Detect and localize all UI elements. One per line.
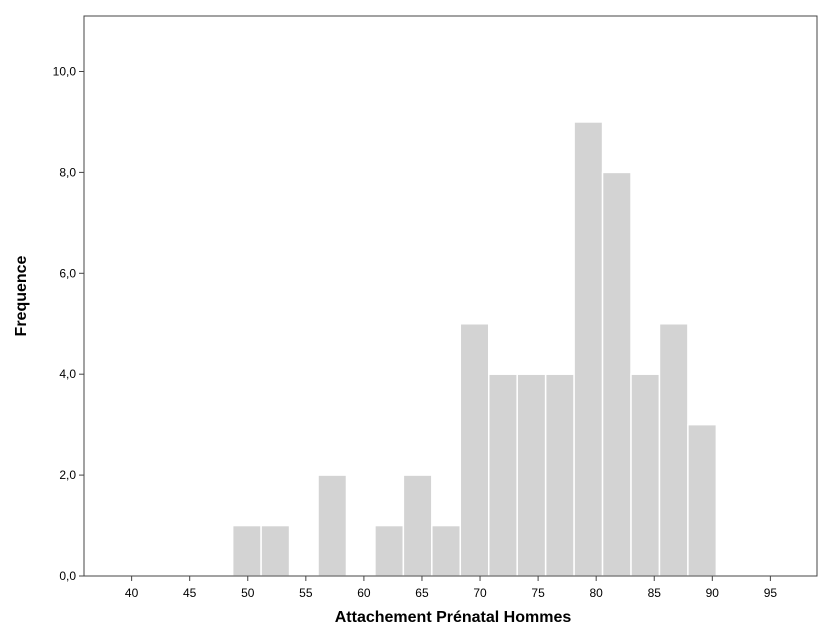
histogram-bar <box>402 474 433 577</box>
x-tick-label: 70 <box>473 586 487 600</box>
histogram-bar <box>658 322 689 577</box>
x-tick-label: 90 <box>706 586 720 600</box>
y-tick-label: 6,0 <box>59 266 76 280</box>
plot-frame <box>83 15 818 577</box>
x-axis: 40 45 50 55 60 65 70 75 80 85 90 95 <box>125 576 777 600</box>
x-tick-label: 75 <box>531 586 545 600</box>
y-axis-title: Frequence <box>13 255 30 336</box>
histogram-bar <box>374 524 405 577</box>
x-tick-label: 40 <box>125 586 139 600</box>
x-axis-title: Attachement Prénatal Hommes <box>335 609 572 626</box>
histogram-bar <box>687 423 718 577</box>
histogram-bar <box>544 373 575 577</box>
histogram-bar <box>601 171 632 577</box>
y-tick-label: 0,0 <box>59 569 76 583</box>
y-tick-label: 10,0 <box>53 64 77 78</box>
histogram-bar <box>630 373 661 577</box>
histogram-bar <box>459 322 490 577</box>
histogram-bar <box>516 373 547 577</box>
histogram-bar <box>231 524 262 577</box>
y-axis: 0,0 2,0 4,0 6,0 8,0 10,0 <box>53 64 84 583</box>
histogram-bar <box>573 121 604 577</box>
x-tick-label: 45 <box>183 586 197 600</box>
y-tick-label: 2,0 <box>59 468 76 482</box>
y-tick-label: 4,0 <box>59 367 76 381</box>
x-tick-label: 50 <box>241 586 255 600</box>
x-tick-label: 55 <box>299 586 313 600</box>
histogram-bar <box>487 373 518 577</box>
x-tick-label: 85 <box>648 586 662 600</box>
x-tick-label: 60 <box>357 586 371 600</box>
histogram-bar <box>431 524 462 577</box>
x-tick-label: 65 <box>415 586 429 600</box>
y-tick-label: 8,0 <box>59 165 76 179</box>
histogram-bar <box>317 474 348 577</box>
histogram-bar <box>260 524 291 577</box>
x-tick-label: 95 <box>764 586 778 600</box>
x-tick-label: 80 <box>589 586 603 600</box>
bars-group <box>231 121 718 577</box>
